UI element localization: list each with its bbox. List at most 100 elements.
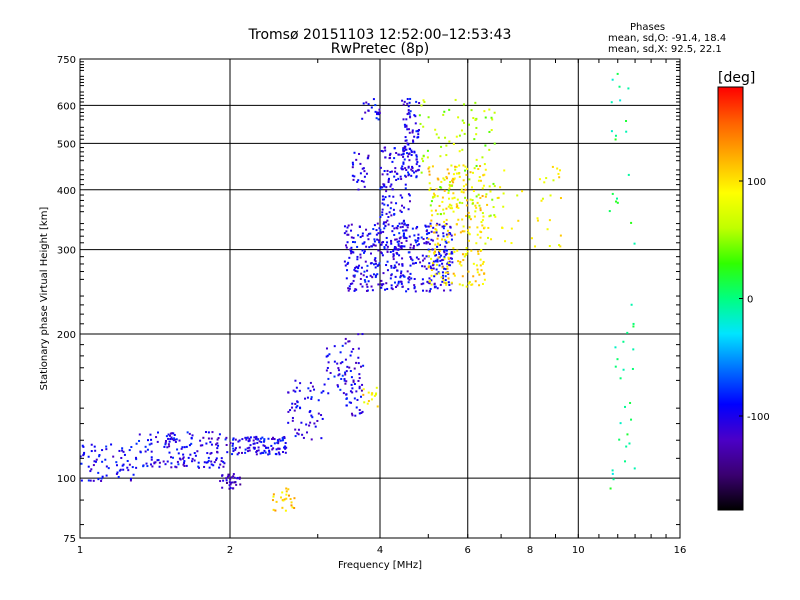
data-point [225,477,228,480]
data-point [130,446,133,449]
data-point [381,211,384,214]
data-point [220,460,223,463]
data-point [488,215,491,218]
data-point [465,214,468,217]
data-point [363,401,366,404]
data-point [468,216,471,219]
data-point [443,289,446,292]
data-point [350,401,353,404]
data-point [445,281,448,284]
data-point [272,447,275,450]
data-point [477,179,480,182]
data-point [446,229,449,232]
data-point [356,398,359,401]
data-point [441,200,444,203]
data-point [466,250,469,253]
data-point [445,218,448,221]
data-point [625,120,628,123]
data-point [445,283,448,286]
data-point [440,259,443,262]
x-tick-label: 2 [227,545,233,556]
data-point [333,360,336,363]
x-tick-label: 8 [527,545,533,556]
data-point [387,177,390,180]
data-point [271,438,274,441]
data-point [229,481,232,484]
data-point [226,451,229,454]
data-point [377,232,380,235]
data-point [478,273,481,276]
data-point [101,460,104,463]
data-point [253,436,256,439]
data-point [452,272,455,275]
data-point [110,443,113,446]
data-point [174,438,177,441]
data-point [167,443,170,446]
data-point [407,109,410,112]
data-point [394,275,397,278]
data-point [304,397,307,400]
data-point [456,198,459,201]
data-point [457,260,460,263]
data-point [357,188,360,191]
data-point [472,190,475,193]
data-point [98,455,101,458]
data-point [290,504,293,507]
data-point [346,269,349,272]
data-point [122,463,125,466]
data-point [442,113,445,116]
data-point [385,282,388,285]
data-point [294,390,297,393]
data-point [559,245,562,248]
data-point [431,262,434,265]
data-point [546,228,549,231]
data-point [380,251,383,254]
data-point [433,252,436,255]
data-point [627,173,630,176]
data-point [393,264,396,267]
data-point [381,254,384,257]
data-point [464,165,467,168]
data-point [474,119,477,122]
data-point [197,465,200,468]
data-point [475,158,478,161]
data-point [442,232,445,235]
data-point [425,242,428,245]
data-point [441,262,444,265]
data-point [417,168,420,171]
data-point [381,208,384,211]
data-point [452,192,455,195]
data-point [121,464,124,467]
data-point [190,442,193,445]
data-point [471,199,474,202]
data-point [363,251,366,254]
data-point [420,104,423,107]
data-point [384,224,387,227]
data-point [255,453,258,456]
data-point [403,158,406,161]
data-point [417,129,420,132]
data-point [405,229,408,232]
data-point [259,437,262,440]
data-point [368,246,371,249]
data-point [168,445,171,448]
data-point [358,264,361,267]
data-point [448,203,451,206]
data-point [390,214,393,217]
data-point [121,449,124,452]
data-point [443,238,446,241]
data-point [116,471,119,474]
data-point [352,279,355,282]
data-point [295,386,298,389]
data-point [289,498,292,501]
data-point [375,233,378,236]
data-point [477,168,480,171]
data-point [361,242,364,245]
data-point [447,233,450,236]
data-point [344,342,347,345]
data-point [191,460,194,463]
data-point [410,149,413,152]
data-point [231,444,234,447]
data-point [382,283,385,286]
data-point [358,412,361,415]
